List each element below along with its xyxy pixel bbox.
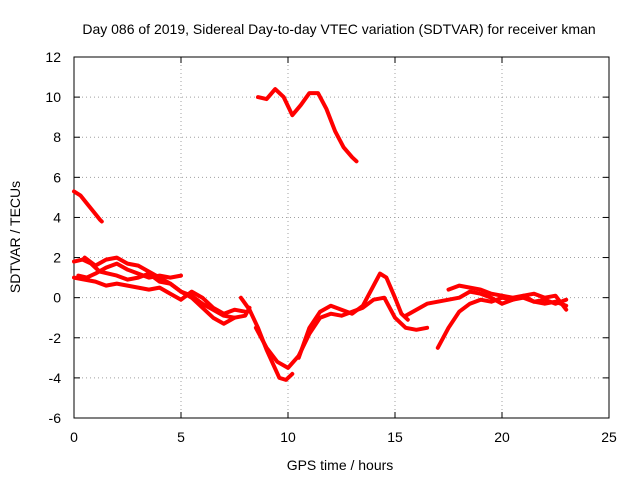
y-tick-label: -6 <box>49 410 62 426</box>
y-tick-label: -4 <box>49 370 62 386</box>
plot-frame <box>73 56 610 419</box>
x-tick-label: 20 <box>494 429 510 445</box>
x-tick-label: 0 <box>70 429 78 445</box>
x-tick-label: 25 <box>601 429 617 445</box>
y-tick-label: 10 <box>45 89 61 105</box>
series-arc-9 <box>296 271 410 360</box>
series-arc-6 <box>82 255 237 326</box>
chart-title: Day 086 of 2019, Sidereal Day-to-day VTE… <box>82 21 595 37</box>
series-arc-8 <box>253 295 430 370</box>
grid-lines <box>74 57 609 418</box>
x-tick-label: 10 <box>280 429 296 445</box>
series-arc-1 <box>72 189 104 224</box>
y-tick-label: 6 <box>53 169 61 185</box>
y-tick-label: 2 <box>53 250 61 266</box>
series-arc-7 <box>238 295 295 382</box>
y-tick-label: 4 <box>53 209 61 225</box>
series-arc-12 <box>446 283 569 312</box>
data-series <box>72 87 569 382</box>
series-arc-2 <box>256 87 359 164</box>
y-tick-label: -2 <box>49 330 62 346</box>
series-arc-4 <box>72 275 248 316</box>
axis-ticks: 0 5 10 15 20 25 -6 -4 -2 0 2 4 6 8 10 12 <box>45 49 617 445</box>
y-tick-label: 0 <box>53 290 61 306</box>
y-axis-label: SDTVAR / TECUs <box>7 181 23 293</box>
x-tick-label: 5 <box>177 429 185 445</box>
y-tick-label: 8 <box>53 129 61 145</box>
x-tick-label: 15 <box>387 429 403 445</box>
y-tick-label: 12 <box>45 49 61 65</box>
x-axis-label: GPS time / hours <box>287 457 394 473</box>
series-arc-5 <box>76 261 183 280</box>
